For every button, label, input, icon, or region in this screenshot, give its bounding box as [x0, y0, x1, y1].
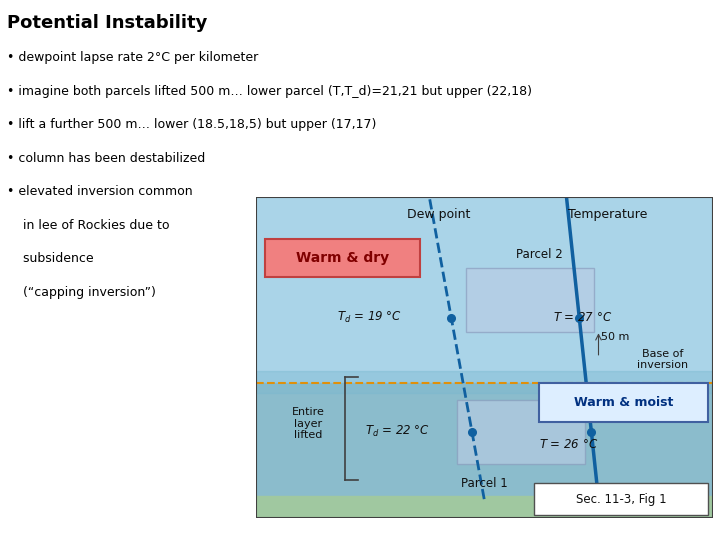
- Text: Entire
layer
lifted: Entire layer lifted: [292, 407, 325, 440]
- Text: $T_d$ = 22 $\degree$C: $T_d$ = 22 $\degree$C: [364, 424, 429, 439]
- FancyBboxPatch shape: [539, 383, 708, 422]
- FancyBboxPatch shape: [466, 268, 594, 332]
- Text: Warm & moist: Warm & moist: [574, 396, 673, 409]
- Bar: [256, 197, 713, 383]
- Text: Parcel 1: Parcel 1: [461, 477, 508, 490]
- Bar: [256, 383, 713, 499]
- Text: Sec. 11-3, Fig 1: Sec. 11-3, Fig 1: [576, 492, 667, 505]
- Text: Dew point: Dew point: [407, 208, 470, 221]
- Text: in lee of Rockies due to: in lee of Rockies due to: [7, 219, 170, 232]
- Text: > 50 m: > 50 m: [555, 387, 596, 396]
- Text: 50 m: 50 m: [600, 332, 629, 342]
- Text: $T$ = 27 $\degree$C: $T$ = 27 $\degree$C: [553, 311, 612, 324]
- FancyBboxPatch shape: [265, 239, 420, 278]
- Text: Temperature: Temperature: [568, 208, 647, 221]
- Text: subsidence: subsidence: [7, 252, 94, 265]
- Text: • elevated inversion common: • elevated inversion common: [7, 185, 193, 198]
- Text: (“capping inversion”): (“capping inversion”): [7, 286, 156, 299]
- Text: Base of
inversion: Base of inversion: [637, 348, 688, 370]
- Text: Parcel 2: Parcel 2: [516, 248, 562, 261]
- Bar: [256, 370, 713, 393]
- FancyBboxPatch shape: [534, 483, 708, 515]
- Text: • column has been destabilized: • column has been destabilized: [7, 152, 205, 165]
- FancyBboxPatch shape: [456, 400, 585, 464]
- Text: Warm & dry: Warm & dry: [296, 251, 389, 265]
- Text: Potential Instability: Potential Instability: [7, 14, 207, 31]
- Text: • imagine both parcels lifted 500 m… lower parcel (T,T_d)=21,21 but upper (22,18: • imagine both parcels lifted 500 m… low…: [7, 85, 532, 98]
- Text: • lift a further 500 m… lower (18.5,18,5) but upper (17,17): • lift a further 500 m… lower (18.5,18,5…: [7, 118, 377, 131]
- Text: • dewpoint lapse rate 2°C per kilometer: • dewpoint lapse rate 2°C per kilometer: [7, 51, 258, 64]
- Text: $T_d$ = 19 $\degree$C: $T_d$ = 19 $\degree$C: [337, 310, 402, 325]
- Bar: [256, 496, 713, 518]
- Text: $T$ = 26 $\degree$C: $T$ = 26 $\degree$C: [539, 438, 598, 451]
